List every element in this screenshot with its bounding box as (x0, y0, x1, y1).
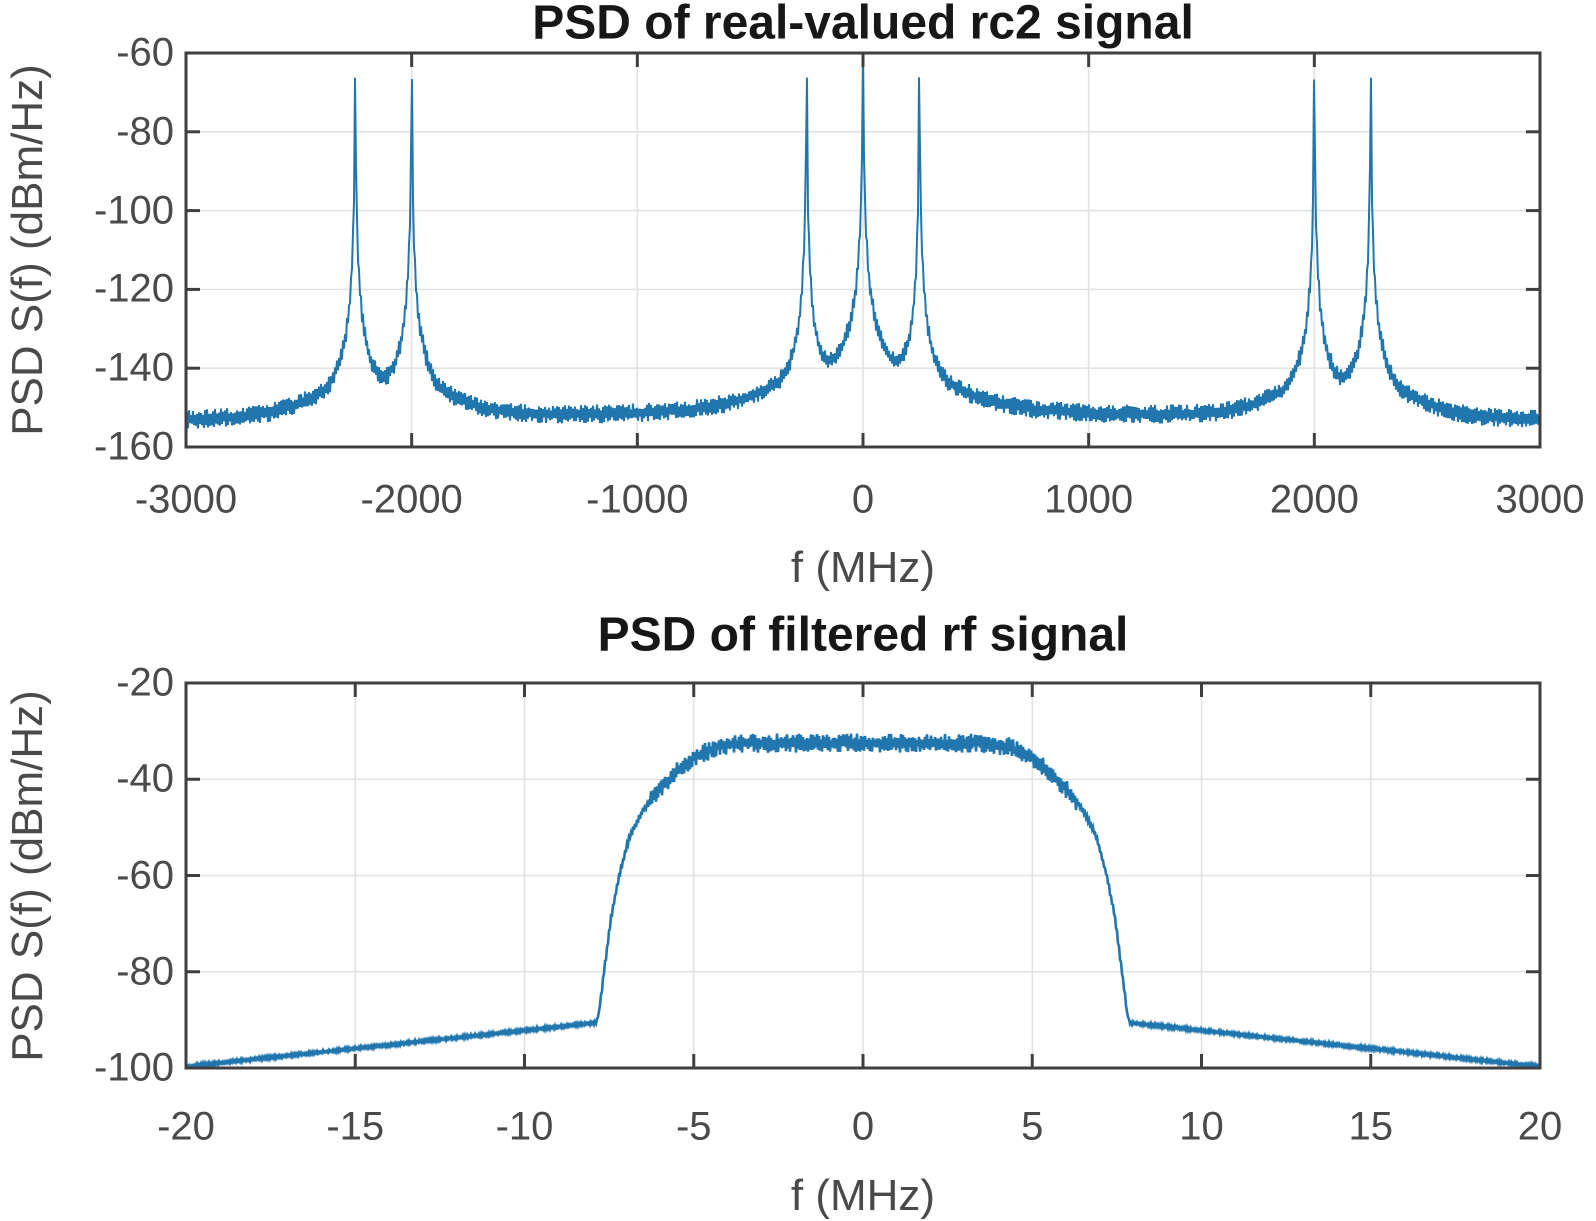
plot-frame (184, 681, 1542, 1070)
x-tick-label: -3000 (134, 477, 238, 522)
plot-frame (184, 51, 1542, 449)
bottom-plot-title: PSD of filtered rf signal (597, 608, 1129, 662)
subplot-0 (184, 51, 1542, 449)
x-tick-label: -10 (495, 1104, 554, 1149)
y-tick-label: -60 (116, 30, 174, 75)
x-tick-label: 20 (1517, 1104, 1563, 1149)
x-tick-label: -20 (157, 1104, 215, 1149)
subplot-1 (184, 681, 1542, 1070)
x-tick-label: -15 (326, 1104, 385, 1149)
bottom-plot-xlabel: f (MHz) (790, 1171, 936, 1220)
top-plot-xlabel: f (MHz) (790, 543, 936, 592)
y-tick-label: -100 (93, 1045, 174, 1090)
y-tick-label: -160 (93, 424, 174, 469)
y-tick-label: -60 (116, 853, 174, 897)
y-tick-label: -120 (93, 266, 174, 311)
x-tick-label: -1000 (586, 477, 689, 522)
x-tick-label: 2000 (1269, 477, 1359, 522)
x-tick-label: 15 (1348, 1104, 1394, 1149)
y-tick-label: -40 (116, 756, 174, 801)
y-tick-label: -140 (93, 345, 174, 390)
y-tick-label: -100 (93, 188, 174, 233)
x-tick-label: 0 (851, 477, 875, 522)
x-tick-label: 10 (1179, 1104, 1224, 1149)
x-tick-label: 5 (1021, 1104, 1044, 1149)
psd-curve (186, 733, 1540, 1068)
y-tick-label: -20 (116, 660, 174, 705)
x-tick-label: -5 (675, 1104, 712, 1149)
y-tick-label: -80 (116, 109, 174, 154)
x-tick-label: 3000 (1495, 477, 1585, 522)
x-tick-label: 1000 (1044, 477, 1134, 522)
psd-curve (186, 53, 1540, 429)
x-tick-label: -2000 (360, 477, 463, 522)
top-plot-title: PSD of real-valued rc2 signal (532, 0, 1194, 50)
y-tick-label: -80 (116, 949, 174, 994)
x-tick-label: 0 (851, 1104, 875, 1149)
